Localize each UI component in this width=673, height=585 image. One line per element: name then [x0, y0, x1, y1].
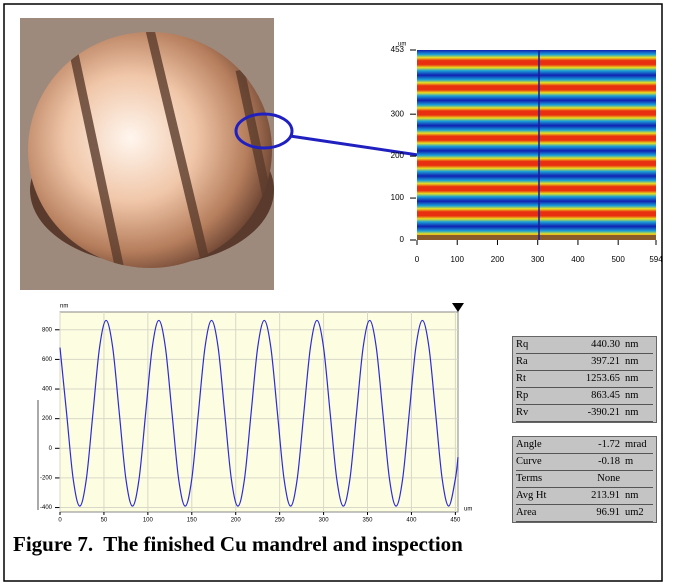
table-cell: None: [568, 471, 620, 487]
table-cell: m: [620, 454, 633, 470]
y-tick-label: 100: [391, 193, 405, 202]
table-cell: Rt: [516, 371, 568, 387]
table-cell: mrad: [620, 437, 647, 453]
y-tick-label: -200: [40, 476, 53, 482]
y-tick-label: 200: [42, 416, 53, 422]
table-cell: nm: [620, 371, 638, 387]
x-tick-label: 0: [415, 255, 420, 264]
table-cell: 440.30: [568, 337, 620, 353]
y-unit: nm: [60, 304, 68, 310]
x-tick-label: 250: [275, 518, 286, 524]
y-tick-label: -400: [40, 505, 53, 511]
table-cell: nm: [620, 354, 638, 370]
x-tick-label: 300: [319, 518, 330, 524]
table-cell: -390.21: [568, 405, 620, 421]
y-tick-label: 800: [42, 327, 53, 333]
x-tick-label: 400: [571, 255, 585, 264]
table-cell: nm: [620, 405, 638, 421]
x-tick-label: 450: [450, 518, 461, 524]
table-cell: 863.45: [568, 388, 620, 404]
table-cell: 213.91: [568, 488, 620, 504]
caption: Figure 7. The finished Cu mandrel and in…: [13, 532, 463, 557]
table-cell: -1.72: [568, 437, 620, 453]
x-tick-label: 50: [101, 518, 108, 524]
x-tick-label: 300: [531, 255, 545, 264]
table-cell: 397.21: [568, 354, 620, 370]
photo: [20, 18, 440, 290]
table-cell: -0.18: [568, 454, 620, 470]
profile-chart: nm um -400 -200 0 200 400 600 800 0 50 100 150 200 2…: [37, 303, 472, 524]
x-tick-label: 0: [58, 518, 62, 524]
table-cell: Rq: [516, 337, 568, 353]
x-tick-label: 100: [143, 518, 154, 524]
table-cell: um2: [620, 505, 644, 521]
y-tick-label: 400: [42, 387, 53, 393]
table-cell: nm: [620, 388, 638, 404]
y-tick-label: 300: [391, 109, 405, 118]
table-cell: Terms: [516, 471, 568, 487]
table-cell: 1253.65: [568, 371, 620, 387]
x-tick-label: 500: [611, 255, 625, 264]
x-tick-label: 200: [491, 255, 505, 264]
table-cell: Ra: [516, 354, 568, 370]
table-cell: Area: [516, 505, 568, 521]
table-cell: nm: [620, 337, 638, 353]
x-tick-label: 150: [187, 518, 198, 524]
y-tick-label: 453: [391, 45, 405, 54]
table-cell: Avg Ht: [516, 488, 568, 504]
table-cell: Curve: [516, 454, 568, 470]
table-cell: [620, 471, 625, 487]
table-cell: 96.91: [568, 505, 620, 521]
x-tick-label: 350: [362, 518, 373, 524]
table-cell: Angle: [516, 437, 568, 453]
x-tick-label: 100: [451, 255, 465, 264]
table-cell: Rp: [516, 388, 568, 404]
table-cell: Rv: [516, 405, 568, 421]
y-tick-label: 0: [49, 446, 53, 452]
table-cell: nm: [620, 488, 638, 504]
x-tick-label: 594: [649, 255, 663, 264]
x-tick-label: 400: [406, 518, 417, 524]
x-unit: um: [464, 507, 472, 513]
y-tick-label: 200: [391, 151, 405, 160]
x-tick-label: 200: [231, 518, 242, 524]
page: um 01002003004530100200300400500594 nm u…: [0, 0, 673, 585]
y-tick-label: 600: [42, 357, 53, 363]
y-tick-label: 0: [400, 235, 405, 244]
